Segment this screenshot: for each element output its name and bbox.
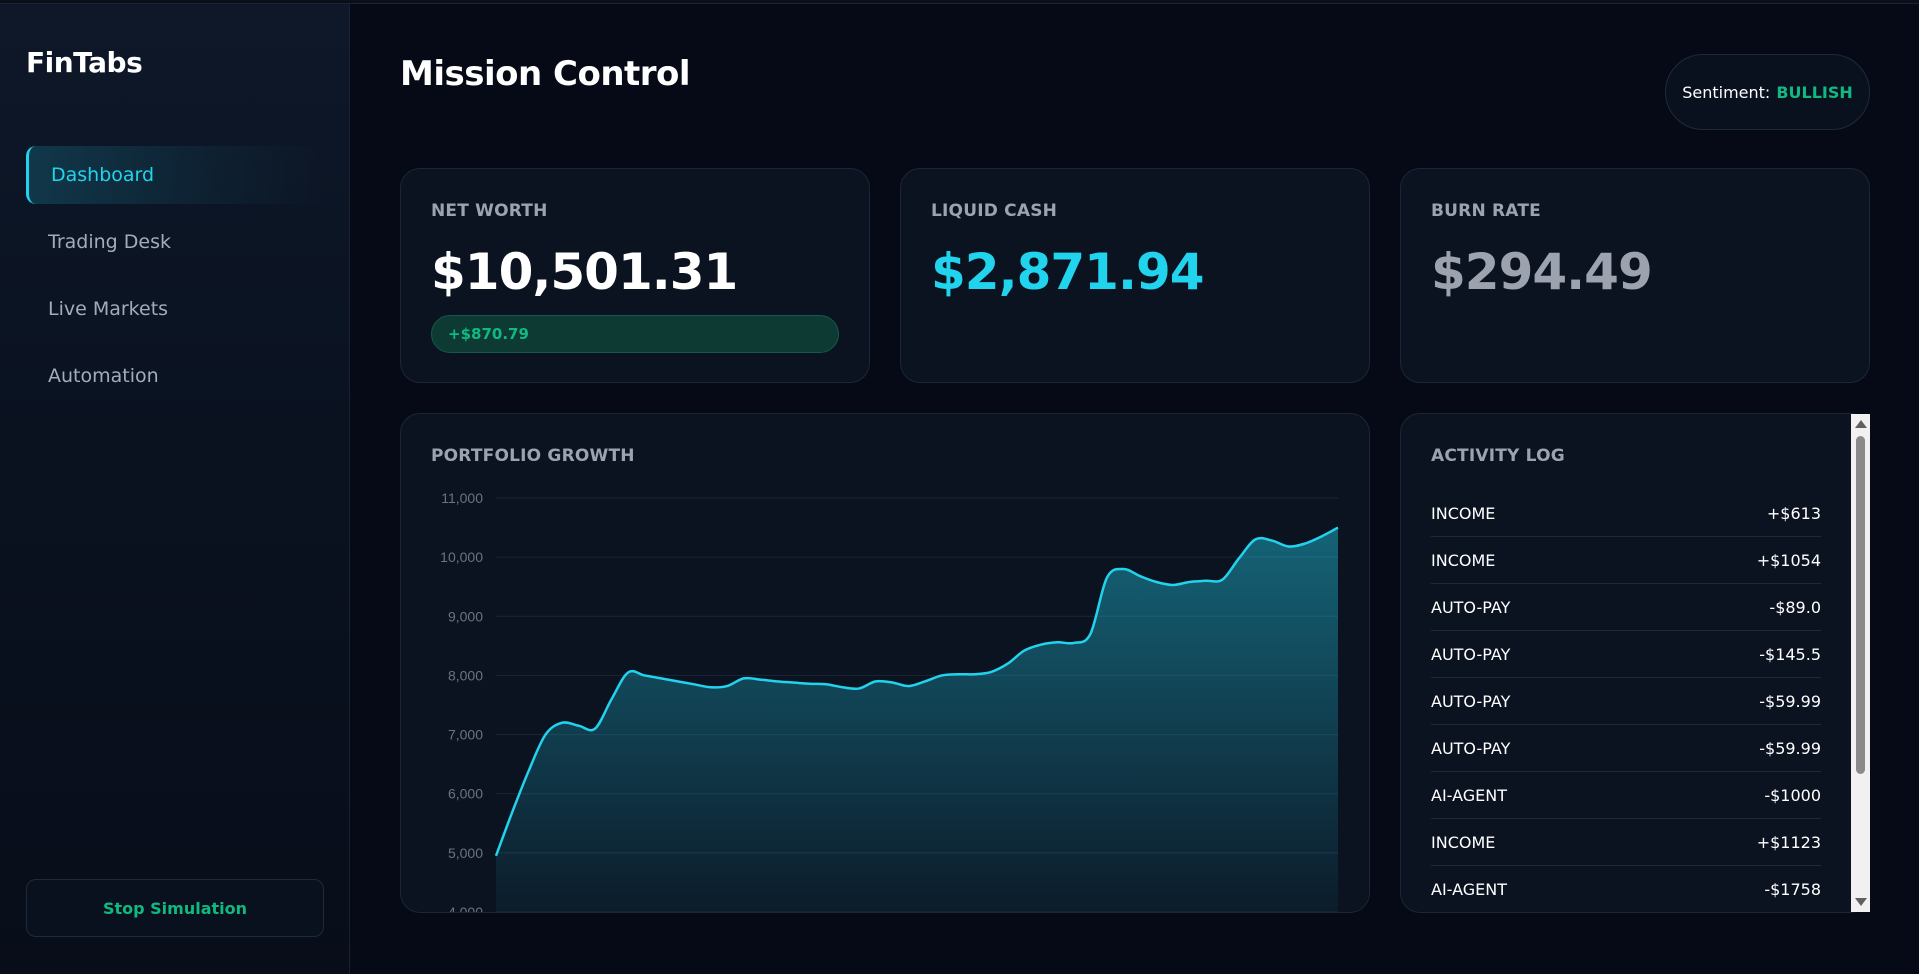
- portfolio-growth-chart: 11,000 10,000 9,000 8,000 7,000 6,000 5,000 4,0…: [440, 490, 1339, 913]
- y-tick-label: 9,000: [448, 608, 483, 624]
- sidebar-nav: Dashboard Trading Desk Live Markets Auto…: [26, 146, 324, 414]
- scroll-up-arrow-icon[interactable]: [1855, 420, 1867, 428]
- y-tick-label: 8,000: [448, 667, 483, 683]
- portfolio-growth-card: PORTFOLIO GROWTH 11,000 10,000 9,000 8,000 7…: [400, 413, 1370, 913]
- log-type: INCOME: [1431, 503, 1496, 523]
- log-amount: -$1000: [1764, 785, 1821, 805]
- log-amount: -$89.0: [1769, 597, 1821, 617]
- log-type: INCOME: [1431, 550, 1496, 570]
- y-tick-label: 5,000: [448, 845, 483, 861]
- log-amount: -$145.5: [1759, 644, 1821, 664]
- y-tick-label: 4,000: [448, 904, 483, 913]
- app-logo: FinTabs: [26, 46, 143, 79]
- log-type: AI-AGENT: [1431, 785, 1507, 805]
- y-tick-label: 10,000: [440, 549, 483, 565]
- net-worth-label: NET WORTH: [431, 201, 548, 221]
- sidebar-item-live-markets[interactable]: Live Markets: [48, 298, 169, 320]
- list-item: AUTO-PAY -$145.5: [1431, 631, 1821, 678]
- y-tick-label: 6,000: [448, 786, 483, 802]
- sentiment-label: Sentiment:: [1682, 82, 1771, 102]
- window-top-edge: [0, 0, 1919, 4]
- activity-log-scrollbar[interactable]: [1851, 414, 1870, 912]
- stop-simulation-button[interactable]: Stop Simulation: [26, 879, 324, 937]
- log-amount: +$1123: [1756, 832, 1821, 852]
- net-worth-delta-badge: +$870.79: [431, 315, 839, 353]
- log-type: AUTO-PAY: [1431, 597, 1511, 617]
- scroll-down-arrow-icon[interactable]: [1855, 898, 1867, 906]
- scrollbar-thumb[interactable]: [1856, 436, 1865, 774]
- log-amount: +$1054: [1756, 550, 1821, 570]
- log-amount: -$1758: [1764, 879, 1821, 899]
- sidebar-item-automation[interactable]: Automation: [48, 365, 159, 387]
- list-item: AI-AGENT -$1758: [1431, 866, 1821, 912]
- log-type: AI-AGENT: [1431, 879, 1507, 899]
- net-worth-value: $10,501.31: [431, 243, 738, 301]
- burn-rate-value: $294.49: [1431, 243, 1653, 301]
- page-title: Mission Control: [400, 54, 691, 94]
- net-worth-card: NET WORTH $10,501.31 +$870.79: [400, 168, 870, 383]
- y-tick-label: 7,000: [448, 727, 483, 743]
- liquid-cash-card: LIQUID CASH $2,871.94: [900, 168, 1370, 383]
- chart-title: PORTFOLIO GROWTH: [431, 446, 635, 466]
- burn-rate-label: BURN RATE: [1431, 201, 1541, 221]
- log-type: AUTO-PAY: [1431, 738, 1511, 758]
- liquid-cash-label: LIQUID CASH: [931, 201, 1058, 221]
- list-item: INCOME +$613: [1431, 490, 1821, 537]
- list-item: INCOME +$1123: [1431, 819, 1821, 866]
- activity-log-list: INCOME +$613 INCOME +$1054 AUTO-PAY -$89.0 …: [1431, 490, 1821, 912]
- log-amount: -$59.99: [1759, 738, 1821, 758]
- list-item: AUTO-PAY -$89.0: [1431, 584, 1821, 631]
- activity-log-title: ACTIVITY LOG: [1431, 446, 1565, 466]
- list-item: AI-AGENT -$1000: [1431, 772, 1821, 819]
- portfolio-line-series: [494, 526, 1339, 857]
- sidebar: FinTabs Dashboard Trading Desk Live Mark…: [0, 4, 350, 974]
- sentiment-badge: Sentiment: BULLISH: [1665, 54, 1870, 130]
- sidebar-item-dashboard[interactable]: Dashboard: [26, 146, 324, 204]
- log-type: AUTO-PAY: [1431, 691, 1511, 711]
- sidebar-item-trading-desk[interactable]: Trading Desk: [48, 231, 171, 253]
- sentiment-value: BULLISH: [1776, 82, 1853, 102]
- log-type: INCOME: [1431, 832, 1496, 852]
- portfolio-area-fill: [496, 527, 1338, 912]
- list-item: AUTO-PAY -$59.99: [1431, 678, 1821, 725]
- log-type: AUTO-PAY: [1431, 644, 1511, 664]
- list-item: AUTO-PAY -$59.99: [1431, 725, 1821, 772]
- list-item: INCOME +$1054: [1431, 537, 1821, 584]
- log-amount: -$59.99: [1759, 691, 1821, 711]
- burn-rate-card: BURN RATE $294.49: [1400, 168, 1870, 383]
- y-tick-label: 11,000: [441, 490, 483, 506]
- activity-log-card: ACTIVITY LOG INCOME +$613 INCOME +$1054 AU…: [1400, 413, 1870, 913]
- liquid-cash-value: $2,871.94: [931, 243, 1205, 301]
- log-amount: +$613: [1766, 503, 1821, 523]
